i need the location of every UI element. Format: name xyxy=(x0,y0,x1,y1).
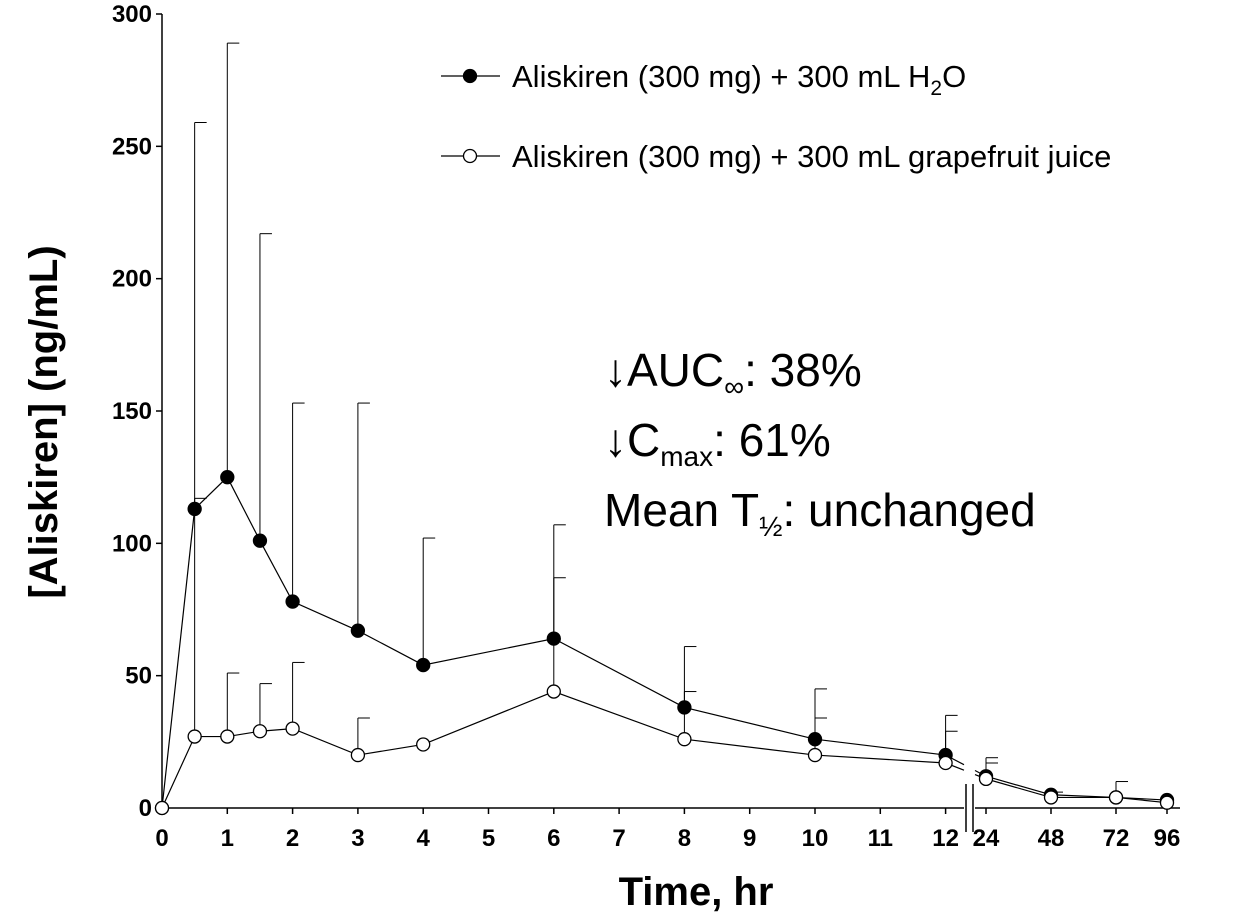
y-tick-label: 50 xyxy=(125,663,152,690)
legend-label: Aliskiren (300 mg) + 300 mL H2O xyxy=(512,59,966,100)
y-tick-label: 250 xyxy=(112,133,152,160)
series-line xyxy=(161,690,965,809)
x-axis-title: Time, hr xyxy=(619,870,774,914)
legend-label-main: Aliskiren (300 mg) + 300 mL grapefruit j… xyxy=(512,139,1111,174)
legend-marker xyxy=(462,148,478,164)
x-tick-label: 24 xyxy=(973,825,1000,852)
annotation-subscript: ½ xyxy=(759,511,782,542)
x-tick-label: 11 xyxy=(868,825,893,852)
annotation-subscript: max xyxy=(660,441,713,472)
data-point-open xyxy=(938,755,953,771)
legend-item: Aliskiren (300 mg) + 300 mL grapefruit j… xyxy=(441,139,1111,174)
data-point-open xyxy=(677,732,692,747)
annotation-suffix: : 61% xyxy=(713,414,831,466)
x-tick-label: 12 xyxy=(932,825,959,852)
legend-marker xyxy=(462,68,478,84)
x-tick-label: 48 xyxy=(1038,825,1065,852)
annotation-line: ↓Cmax: 61% xyxy=(604,414,831,472)
x-tick-label: 72 xyxy=(1103,825,1130,852)
legend-label-main: Aliskiren (300 mg) + 300 mL H xyxy=(512,59,930,94)
data-point-filled xyxy=(252,533,268,548)
data-point-filled xyxy=(220,470,235,485)
annotation-subscript: ∞ xyxy=(724,371,744,402)
legend-label-sub: 2 xyxy=(930,77,942,100)
data-point-open xyxy=(546,684,561,699)
series-2 xyxy=(154,497,1175,816)
data-point-open xyxy=(220,729,235,744)
legend-item: Aliskiren (300 mg) + 300 mL H2O xyxy=(441,59,966,100)
x-tick-label: 2 xyxy=(286,825,299,852)
y-tick-label: 200 xyxy=(112,266,152,293)
data-point-open xyxy=(187,729,202,744)
y-tick-label: 150 xyxy=(112,398,152,425)
annotation-line: ↓AUC∞: 38% xyxy=(604,344,862,402)
x-tick-label: 1 xyxy=(221,825,234,852)
annotation-prefix: Mean T xyxy=(604,484,759,536)
series-line xyxy=(161,476,965,809)
data-point-open xyxy=(978,771,994,787)
x-tick-label: 8 xyxy=(678,825,691,852)
annotation-box: ↓AUC∞: 38% ↓Cmax: 61% Mean T½: unchanged xyxy=(604,344,1036,542)
legend: Aliskiren (300 mg) + 300 mL H2OAliskiren… xyxy=(441,59,1111,174)
data-point-open xyxy=(807,747,823,763)
x-tick-label: 7 xyxy=(612,825,625,852)
data-point-filled xyxy=(285,594,300,609)
data-point-open xyxy=(285,721,300,736)
x-tick-label: 6 xyxy=(547,825,560,852)
legend-label-tail: O xyxy=(942,59,966,94)
x-tick-label: 4 xyxy=(417,825,431,852)
series-line xyxy=(974,769,1168,801)
y-tick-label: 0 xyxy=(139,795,152,822)
annotation-line: Mean T½: unchanged xyxy=(604,484,1036,542)
x-tick-label: 3 xyxy=(351,825,364,852)
x-tick-label: 96 xyxy=(1154,825,1181,852)
x-tick-label: 5 xyxy=(482,825,495,852)
legend-label: Aliskiren (300 mg) + 300 mL grapefruit j… xyxy=(512,139,1111,174)
annotation-prefix: ↓C xyxy=(604,414,660,466)
y-tick-label: 100 xyxy=(112,530,152,557)
y-axis-title: [Aliskiren] (ng/mL) xyxy=(22,245,66,598)
data-point-open xyxy=(1159,795,1175,810)
annotation-suffix: : unchanged xyxy=(782,484,1035,536)
data-point-filled xyxy=(350,623,366,638)
annotation-suffix: : 38% xyxy=(744,344,862,396)
data-point-open xyxy=(154,800,170,816)
x-tick-label: 10 xyxy=(802,825,829,852)
data-point-open xyxy=(252,724,268,739)
annotation-prefix: ↓AUC xyxy=(604,344,724,396)
x-tick-label: 9 xyxy=(743,825,756,852)
data-point-open xyxy=(1043,790,1059,805)
data-point-filled xyxy=(416,657,431,673)
data-point-open xyxy=(416,737,431,752)
data-point-open xyxy=(350,747,366,763)
data-point-open xyxy=(1108,790,1124,805)
x-tick-label: 0 xyxy=(155,825,168,852)
series-group xyxy=(154,42,1175,816)
y-tick-label: 300 xyxy=(112,1,152,28)
